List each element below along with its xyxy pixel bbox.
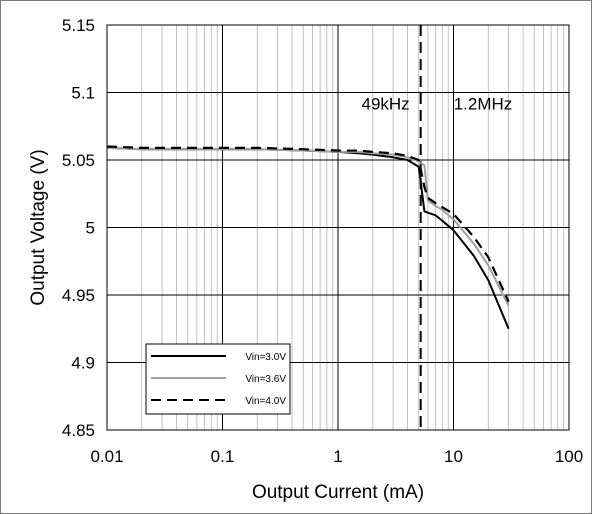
left-region-label: 49kHz bbox=[362, 95, 410, 114]
x-tick-label: 1 bbox=[333, 447, 342, 466]
y-tick-labels: 4.85 4.9 4.95 5 5.05 5.1 5.15 bbox=[62, 16, 95, 440]
plot-area-border bbox=[106, 24, 570, 431]
x-axis-title: Output Current (mA) bbox=[252, 482, 424, 503]
x-tick-label: 10 bbox=[444, 447, 463, 466]
y-tick-label: 4.85 bbox=[62, 421, 95, 440]
y-tick-label: 5.15 bbox=[62, 16, 95, 35]
y-tick-label: 5.05 bbox=[62, 151, 95, 170]
series-line-2 bbox=[106, 146, 510, 307]
y-axis-title: Output Voltage (V) bbox=[28, 149, 49, 305]
series-line-3 bbox=[106, 145, 510, 303]
legend-label: Vin=4.0V bbox=[245, 396, 286, 407]
series-lines bbox=[106, 145, 510, 330]
x-tick-labels: 0.01 0.1 1 10 100 bbox=[90, 447, 583, 466]
right-region-label: 1.2MHz bbox=[454, 95, 513, 114]
x-tick-label: 100 bbox=[555, 447, 583, 466]
legend: Vin=3.0V Vin=3.6V Vin=4.0V bbox=[145, 343, 291, 415]
legend-label: Vin=3.0V bbox=[245, 352, 286, 363]
y-tick-label: 4.9 bbox=[71, 354, 95, 373]
x-tick-label: 0.1 bbox=[211, 447, 235, 466]
y-tick-label: 5 bbox=[86, 219, 95, 238]
x-tick-label: 0.01 bbox=[90, 447, 123, 466]
legend-label: Vin=3.6V bbox=[245, 374, 286, 385]
y-tick-label: 5.1 bbox=[71, 84, 95, 103]
y-tick-label: 4.95 bbox=[62, 286, 95, 305]
